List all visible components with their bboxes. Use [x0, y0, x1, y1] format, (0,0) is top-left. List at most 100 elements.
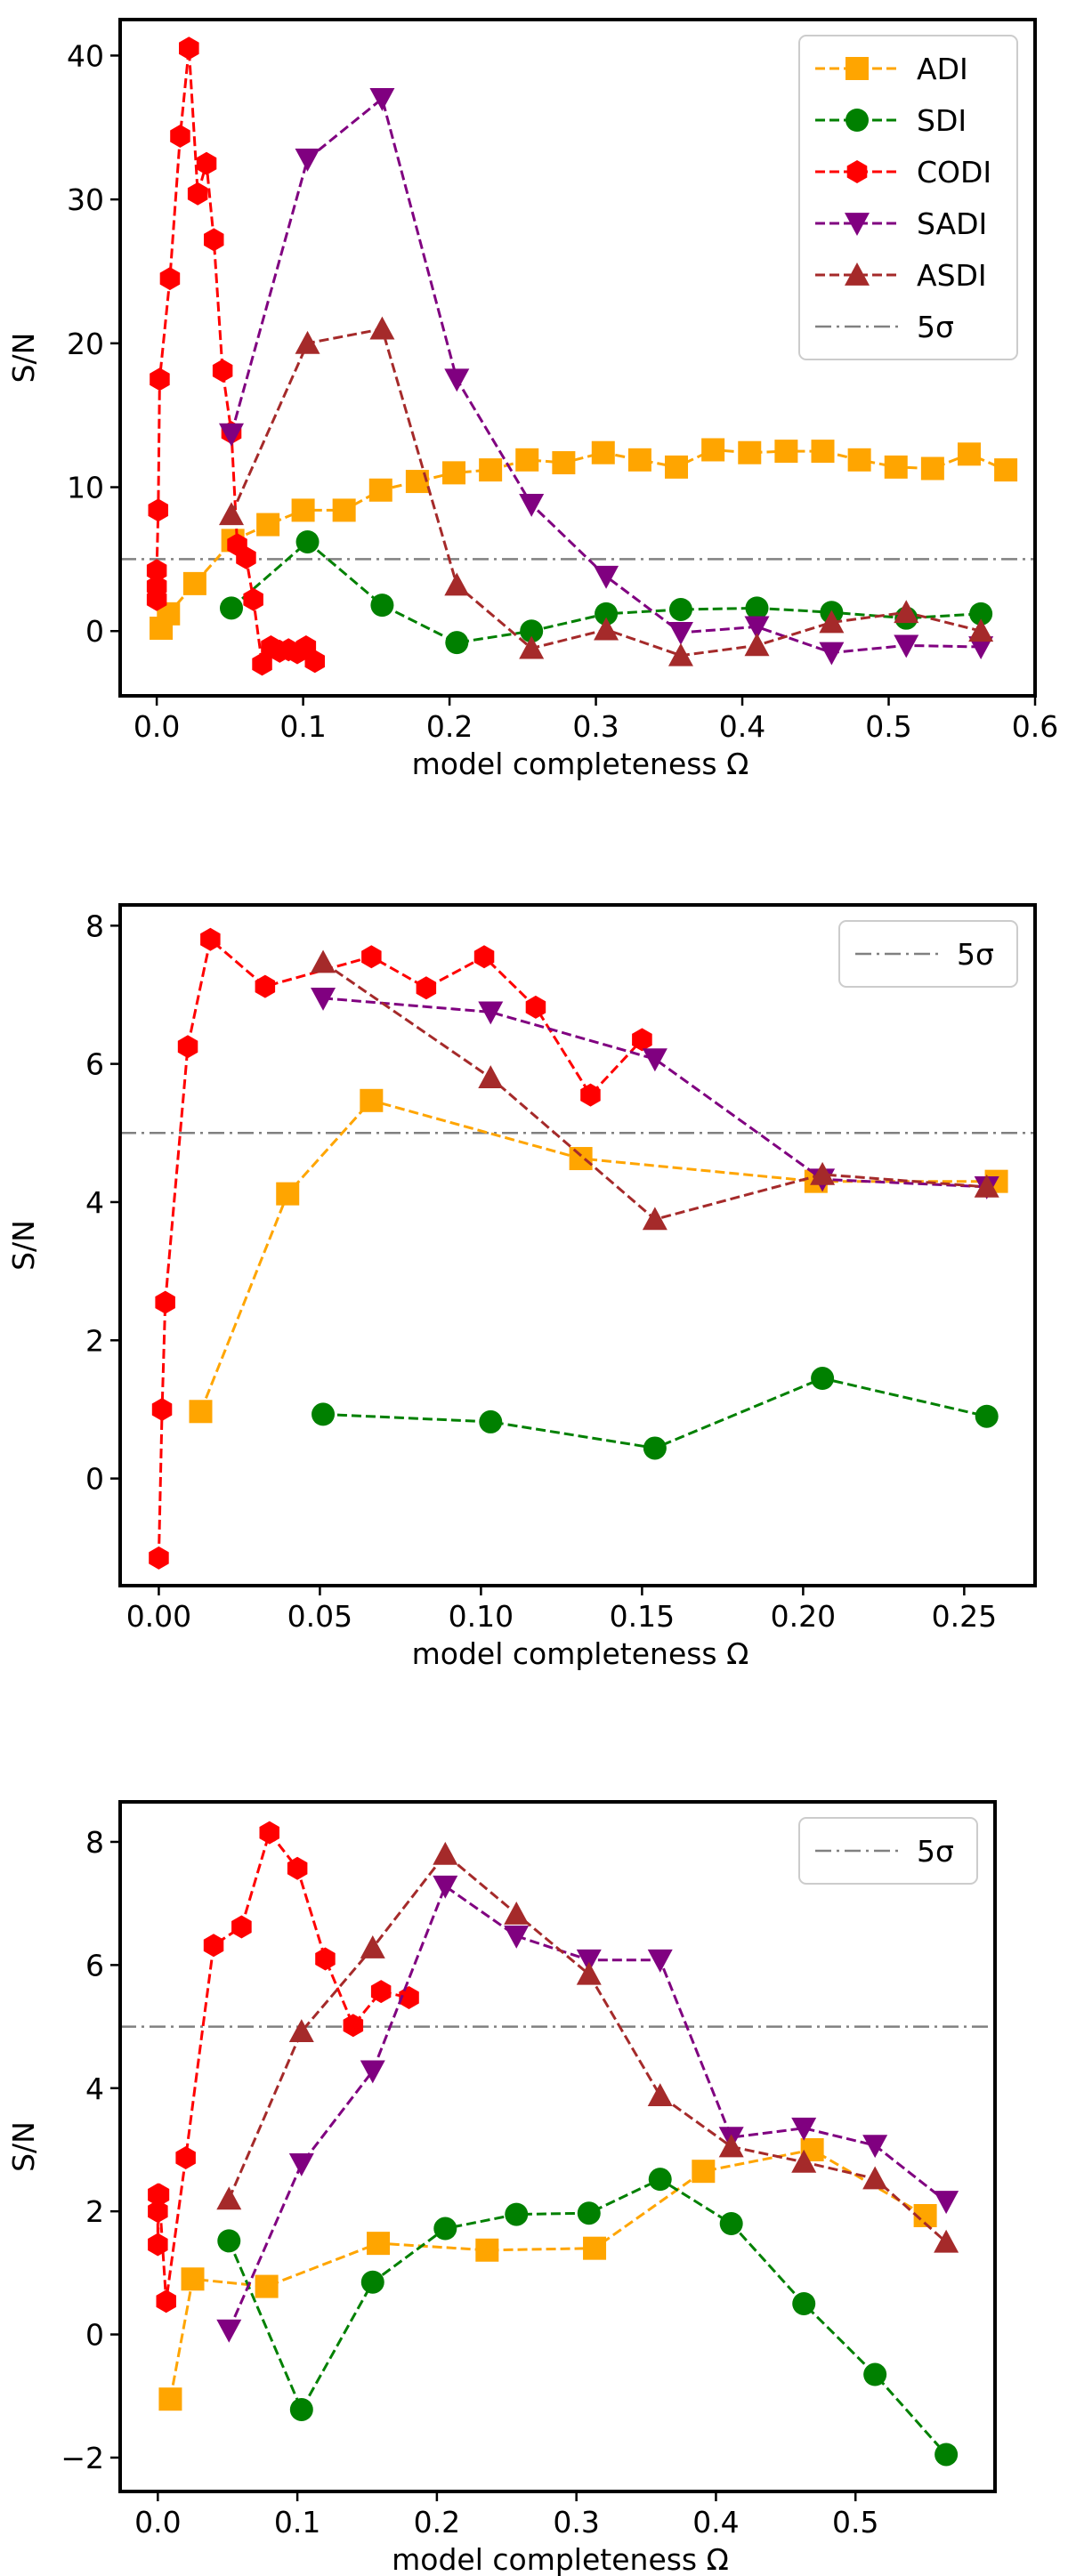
data-point-sdi	[295, 529, 320, 553]
data-point-codi	[304, 650, 325, 674]
data-point-sdi	[433, 2217, 457, 2241]
data-point-codi	[370, 1980, 392, 2004]
data-point-asdi	[642, 1207, 668, 1231]
data-point-asdi	[894, 600, 919, 624]
data-point-sdi	[577, 2201, 601, 2225]
data-point-adi	[182, 571, 206, 595]
data-point-sadi	[219, 423, 245, 447]
legend-marker-sadi	[845, 213, 870, 236]
series-sadi	[219, 88, 994, 666]
data-point-codi	[399, 1986, 419, 2009]
chart-panel-2: 0.00 0.05 0.10 0.15 0.20 0.25 0 2 4 6 8 model compl…	[6, 903, 1037, 1671]
data-point-codi	[177, 1035, 198, 1059]
data-point-sdi	[648, 2168, 672, 2192]
data-point-adi	[920, 456, 944, 480]
data-point-adi	[811, 440, 835, 464]
data-point-asdi	[478, 1065, 504, 1089]
y-tick-label: 2	[85, 2194, 104, 2229]
axes-frame	[118, 18, 1037, 698]
data-point-codi	[149, 2183, 170, 2207]
data-point-sdi	[505, 2202, 529, 2226]
data-point-asdi	[295, 330, 320, 354]
series-line-sadi	[322, 997, 987, 1189]
data-point-codi	[151, 1398, 173, 1421]
data-point-sdi	[217, 2229, 241, 2253]
y-tick-label: 10	[67, 471, 104, 505]
data-point-sadi	[744, 616, 770, 640]
data-point-sadi	[894, 634, 919, 658]
series-line-sadi	[230, 96, 982, 655]
legend-label-five-sigma: 5σ	[917, 310, 954, 344]
x-axis-label: model completeness Ω	[412, 1636, 749, 1671]
y-tick-label: 2	[85, 1323, 104, 1358]
y-axis-label: S/N	[6, 2121, 41, 2172]
data-point-sdi	[289, 2397, 313, 2421]
data-point-asdi	[360, 1934, 385, 1958]
data-point-sdi	[370, 594, 394, 618]
x-tick-label: 0.5	[865, 709, 911, 744]
y-tick-label: 20	[67, 327, 104, 361]
axes-frame	[118, 1800, 997, 2493]
data-point-sadi	[519, 494, 545, 517]
x-axis-label: model completeness Ω	[392, 2542, 729, 2576]
data-point-asdi	[444, 572, 470, 596]
y-tick-label: 4	[85, 2071, 104, 2106]
data-point-adi	[367, 2232, 391, 2256]
series-adi	[189, 1088, 1008, 1424]
data-point-codi	[175, 2146, 196, 2169]
data-point-sadi	[668, 621, 693, 645]
data-point-sadi	[433, 1875, 458, 1899]
data-point-codi	[343, 2014, 364, 2038]
data-point-adi	[276, 1182, 300, 1206]
data-point-codi	[187, 182, 208, 206]
data-point-sadi	[934, 2191, 959, 2215]
series-line-adi	[159, 448, 1007, 629]
data-point-sadi	[295, 148, 320, 172]
legend: 5σ	[798, 1817, 978, 1885]
data-point-adi	[569, 1147, 593, 1171]
data-point-adi	[627, 448, 651, 472]
data-point-asdi	[647, 2083, 673, 2106]
x-tick-label: 0.25	[932, 1599, 997, 1634]
data-point-adi	[256, 513, 280, 537]
x-tick-label: 0.4	[692, 2505, 739, 2540]
data-point-codi	[155, 1290, 175, 1314]
data-point-sdi	[863, 2362, 887, 2386]
y-tick-label: 0	[85, 2318, 104, 2353]
data-point-sadi	[791, 2117, 817, 2141]
data-point-sdi	[668, 597, 692, 621]
data-point-sadi	[478, 1001, 504, 1025]
data-point-sadi	[576, 1949, 602, 1973]
data-point-asdi	[968, 618, 994, 642]
data-point-adi	[738, 440, 762, 464]
data-point-codi	[252, 652, 272, 676]
data-point-codi	[203, 1934, 224, 1958]
data-point-codi	[416, 976, 437, 1000]
series-line-asdi	[227, 1852, 948, 2243]
legend-label-sdi: SDI	[917, 103, 967, 138]
legend-label-five-sigma: 5σ	[957, 937, 994, 972]
data-point-adi	[515, 448, 539, 472]
data-point-adi	[360, 1088, 384, 1112]
data-point-codi	[200, 927, 221, 951]
data-point-sadi	[288, 2152, 314, 2176]
data-point-adi	[692, 2160, 716, 2184]
data-point-codi	[159, 267, 181, 291]
data-point-codi	[148, 498, 168, 522]
data-point-asdi	[668, 642, 693, 666]
x-tick-label: 0.15	[610, 1599, 675, 1634]
data-point-adi	[255, 2274, 279, 2298]
data-point-sadi	[311, 987, 336, 1011]
y-tick-label: 0	[85, 1462, 104, 1497]
data-point-sdi	[595, 602, 619, 626]
series-sdi	[312, 1367, 999, 1460]
data-point-asdi	[288, 2019, 314, 2043]
y-axis-label: S/N	[6, 1220, 41, 1271]
legend-label-five-sigma: 5σ	[917, 1834, 954, 1869]
data-point-sadi	[504, 1925, 530, 1949]
data-point-codi	[287, 1856, 308, 1880]
data-point-adi	[774, 440, 798, 464]
x-tick-label: 0.0	[134, 2505, 181, 2540]
data-point-sdi	[312, 1402, 336, 1426]
